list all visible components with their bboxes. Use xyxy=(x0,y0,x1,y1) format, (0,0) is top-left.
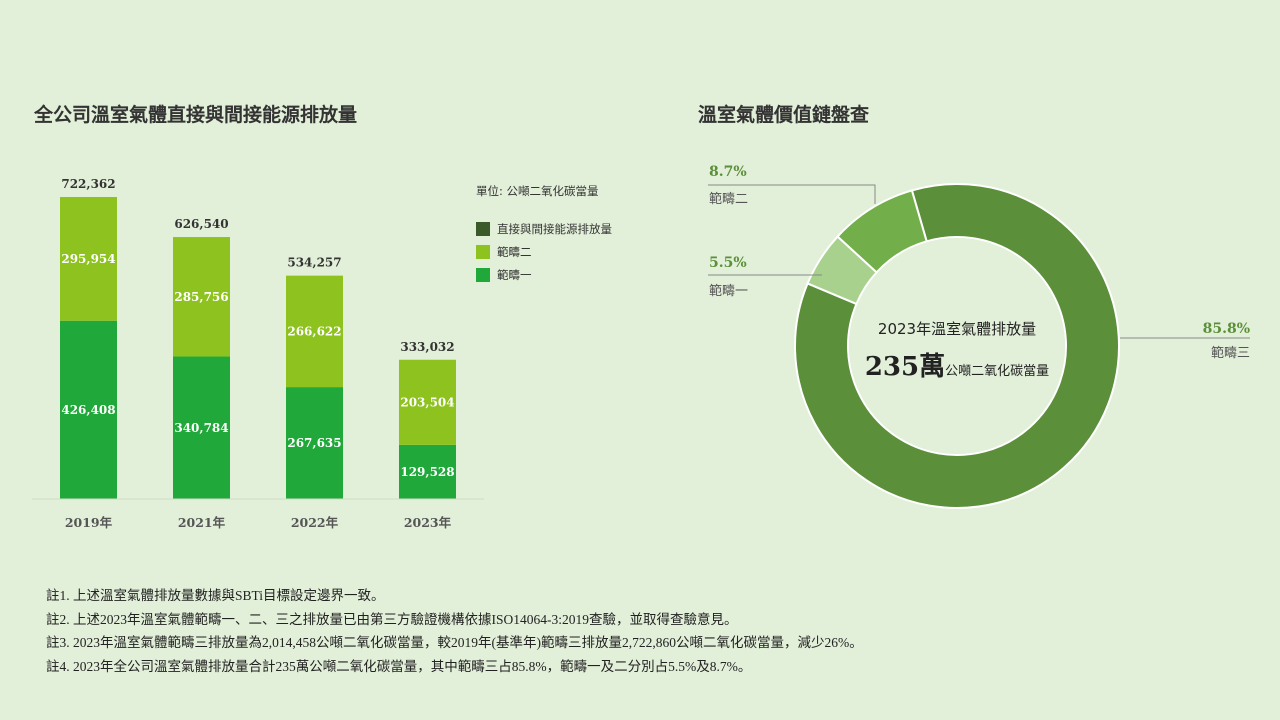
x-tick-label-3: 2023年 xyxy=(404,515,452,530)
bar-scope2-1 xyxy=(173,237,230,357)
legend-swatch-scope2 xyxy=(476,244,490,259)
legend-label-scope2: 範疇二 xyxy=(497,244,532,259)
bar-label-total-0: 722,362 xyxy=(61,177,115,191)
donut-hole xyxy=(849,238,1065,454)
legend-swatch-scope1 xyxy=(476,267,490,282)
donut-chart-title: 溫室氣體價值鏈盤查 xyxy=(698,104,870,126)
legend-label-scope1: 範疇一 xyxy=(497,267,532,282)
leader-scope2 xyxy=(708,184,876,204)
bar-label-scope1-2: 267,635 xyxy=(287,436,341,450)
bar-legend: 單位: 公噸二氧化碳當量 直接與間接能源排放量 範疇二 範疇一 xyxy=(476,183,612,286)
donut-label-pct-scope3: 85.8% xyxy=(1203,321,1250,337)
bar-scope1-3 xyxy=(399,444,456,499)
footnote-4: 註4. 2023年全公司溫室氣體排放量合計235萬公噸二氧化碳當量，其中範疇三占… xyxy=(46,658,752,674)
x-tick-label-2: 2022年 xyxy=(291,515,339,530)
bar-scope2-3 xyxy=(399,359,456,445)
legend-item-scope2: 範疇二 xyxy=(476,240,612,263)
bar-scope2-0 xyxy=(60,197,117,321)
footnote-2: 註2. 上述2023年溫室氣體範疇一、二、三之排放量已由第三方驗證機構依據ISO… xyxy=(46,611,738,627)
legend-swatch-total xyxy=(476,221,490,236)
legend-item-scope1: 範疇一 xyxy=(476,263,612,286)
legend-unit: 單位: 公噸二氧化碳當量 xyxy=(476,184,599,198)
bar-label-total-1: 626,540 xyxy=(174,217,228,231)
bar-scope1-1 xyxy=(173,356,230,499)
legend-label-total: 直接與間接能源排放量 xyxy=(497,221,612,236)
bar-label-scope1-0: 426,408 xyxy=(61,403,115,417)
donut-slice-2 xyxy=(836,189,928,274)
bar-scope1-2 xyxy=(286,387,343,499)
bar-label-total-3: 333,032 xyxy=(400,340,454,354)
legend-item-total: 直接與間接能源排放量 xyxy=(476,217,612,240)
donut-label-pct-scope2: 8.7% xyxy=(709,164,747,180)
x-tick-label-1: 2021年 xyxy=(178,515,226,530)
bar-label-scope2-3: 203,504 xyxy=(400,395,454,409)
donut-label-pct-scope1: 5.5% xyxy=(709,255,747,271)
donut-slice-0 xyxy=(794,183,1120,509)
bar-scope2-2 xyxy=(286,275,343,388)
bar-label-total-2: 534,257 xyxy=(287,256,341,270)
x-tick-label-0: 2019年 xyxy=(65,515,113,530)
bar-label-scope2-1: 285,756 xyxy=(174,290,228,304)
bar-chart-title: 全公司溫室氣體直接與間接能源排放量 xyxy=(34,104,358,126)
bar-label-scope1-3: 129,528 xyxy=(400,465,454,479)
bar-label-scope2-2: 266,622 xyxy=(287,324,341,338)
donut-label-name-scope3: 範疇三 xyxy=(1211,346,1250,361)
donut-label-name-scope1: 範疇一 xyxy=(709,284,748,299)
donut-center-big: 235萬 xyxy=(864,352,946,382)
donut-center-line1: 2023年溫室氣體排放量 xyxy=(877,320,1037,338)
bar-scope1-0 xyxy=(60,320,117,499)
bar-label-scope2-0: 295,954 xyxy=(61,252,115,266)
footnote-3: 註3. 2023年溫室氣體範疇三排放量為2,014,458公噸二氧化碳當量，較2… xyxy=(46,635,863,650)
donut-center-unit: 公噸二氧化碳當量 xyxy=(945,364,1050,379)
donut-label-name-scope2: 範疇二 xyxy=(709,192,748,207)
footnotes: 註1. 上述溫室氣體排放量數據與SBTi目標設定邊界一致。 註2. 上述2023… xyxy=(46,584,863,678)
donut-center-total: 235萬公噸二氧化碳當量 xyxy=(856,346,1058,383)
bar-label-scope1-1: 340,784 xyxy=(174,421,228,435)
footnote-1: 註1. 上述溫室氣體排放量數據與SBTi目標設定邊界一致。 xyxy=(46,588,385,603)
